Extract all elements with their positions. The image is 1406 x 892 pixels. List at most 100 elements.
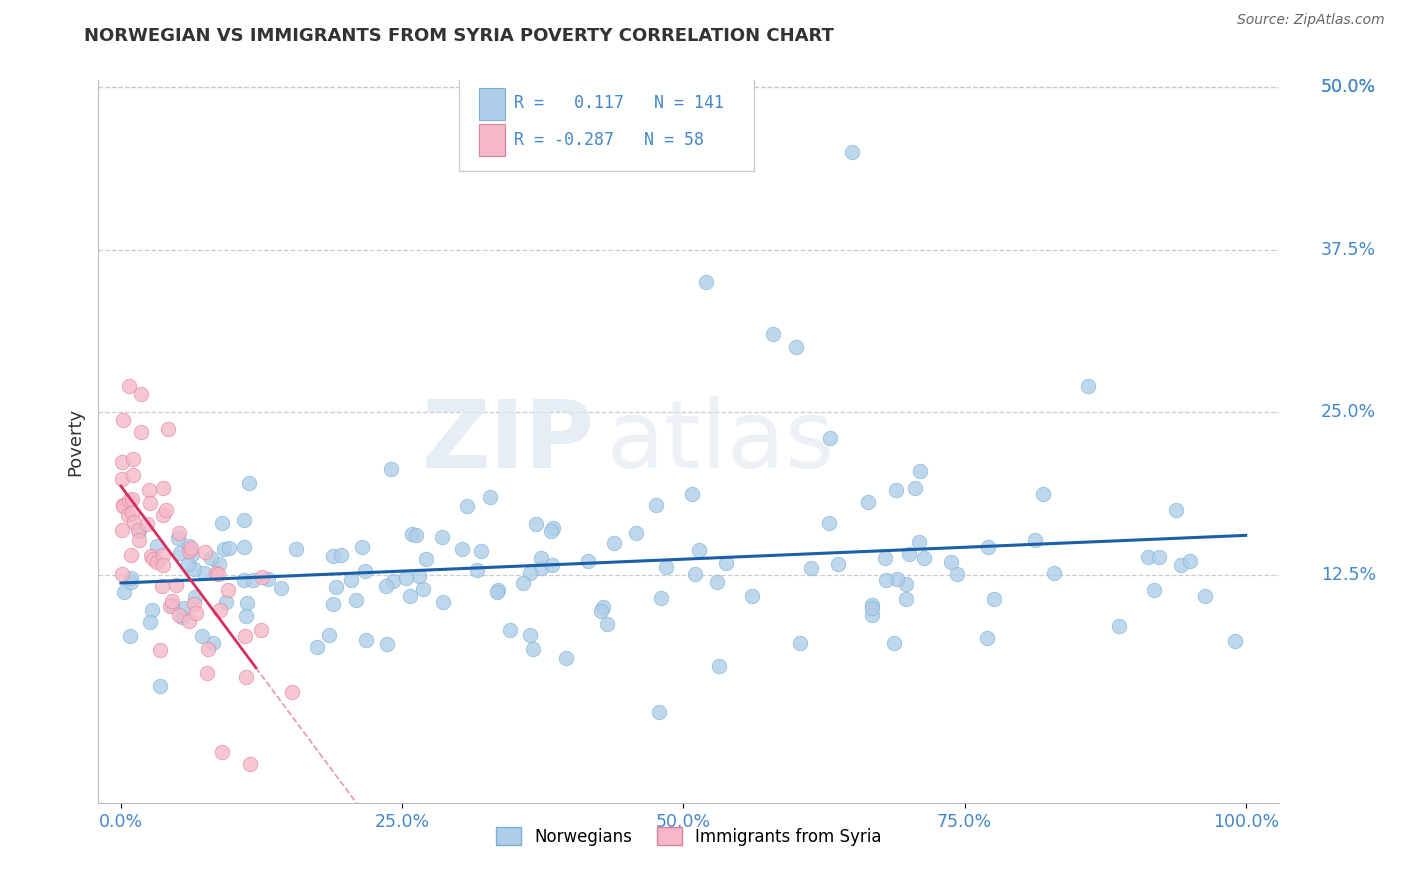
Point — [512, 575, 534, 590]
Point — [1223, 633, 1246, 648]
Point — [800, 561, 823, 575]
Point — [167, 607, 190, 622]
Point — [896, 577, 918, 591]
Point — [530, 561, 553, 575]
Point — [179, 614, 201, 628]
Point — [280, 684, 302, 698]
Point — [139, 496, 162, 510]
Point — [204, 566, 226, 580]
Point — [111, 413, 134, 427]
Point — [1043, 566, 1066, 581]
Point — [540, 524, 562, 539]
Point — [896, 592, 918, 607]
Text: atlas: atlas — [606, 395, 835, 488]
Point — [111, 473, 134, 487]
Point — [1149, 549, 1171, 564]
Point — [470, 543, 492, 558]
Point — [451, 541, 474, 556]
Point — [152, 481, 174, 495]
Point — [841, 145, 863, 159]
Point — [136, 516, 159, 531]
Point — [648, 705, 671, 719]
Point — [118, 629, 141, 643]
Point — [499, 624, 522, 638]
Point — [688, 542, 710, 557]
Point — [897, 547, 920, 561]
Text: 37.5%: 37.5% — [1320, 241, 1376, 259]
Point — [146, 555, 169, 569]
Point — [121, 506, 143, 520]
Point — [353, 564, 375, 578]
Point — [235, 670, 257, 684]
Point — [232, 513, 254, 527]
Point — [180, 547, 202, 561]
Point — [212, 542, 235, 557]
Point — [233, 629, 256, 643]
Point — [330, 548, 353, 562]
Bar — [478, 124, 505, 156]
Point — [146, 539, 169, 553]
Point — [603, 535, 626, 549]
Point — [1077, 379, 1099, 393]
Point — [707, 659, 730, 673]
Point — [884, 483, 907, 498]
Point — [152, 579, 174, 593]
Point — [173, 601, 195, 615]
Point — [235, 596, 257, 610]
Point — [141, 603, 163, 617]
Point — [117, 379, 139, 393]
Point — [524, 517, 547, 532]
Point — [285, 541, 308, 556]
Point — [478, 491, 501, 505]
Point — [111, 523, 134, 537]
Point — [138, 483, 160, 497]
Point — [250, 623, 273, 637]
Point — [183, 597, 205, 611]
Point — [789, 636, 811, 650]
Point — [1143, 583, 1166, 598]
Point — [197, 642, 219, 657]
Point — [152, 508, 174, 523]
Point — [1108, 618, 1130, 632]
Point — [354, 633, 377, 648]
Point — [530, 550, 553, 565]
Point — [122, 451, 145, 466]
Point — [184, 606, 207, 620]
Point — [1180, 554, 1202, 568]
Point — [180, 541, 202, 556]
Point — [741, 589, 763, 603]
Point — [242, 573, 264, 587]
Point — [218, 541, 240, 555]
Point — [117, 508, 139, 523]
Text: Source: ZipAtlas.com: Source: ZipAtlas.com — [1237, 13, 1385, 28]
Text: NORWEGIAN VS IMMIGRANTS FROM SYRIA POVERTY CORRELATION CHART: NORWEGIAN VS IMMIGRANTS FROM SYRIA POVER… — [84, 27, 834, 45]
Point — [908, 535, 931, 549]
Legend: Norwegians, Immigrants from Syria: Norwegians, Immigrants from Syria — [489, 821, 889, 852]
Point — [112, 499, 135, 513]
Point — [270, 581, 292, 595]
Point — [170, 610, 193, 624]
Point — [211, 746, 233, 760]
Point — [395, 571, 418, 585]
Point — [412, 582, 434, 597]
Point — [650, 591, 672, 606]
Point — [875, 573, 897, 587]
Point — [122, 515, 145, 529]
Bar — [478, 87, 505, 120]
Point — [195, 665, 218, 680]
Point — [432, 595, 454, 609]
Point — [127, 523, 149, 537]
Point — [591, 604, 613, 618]
Point — [148, 643, 170, 657]
Point — [128, 533, 150, 548]
Point — [624, 525, 647, 540]
Point — [183, 561, 205, 575]
Point — [340, 573, 363, 587]
Point — [375, 637, 398, 651]
Point — [239, 756, 262, 771]
Point — [908, 464, 931, 478]
Point — [121, 491, 143, 506]
Point — [235, 609, 257, 624]
Point — [683, 566, 706, 581]
Point — [827, 557, 849, 571]
